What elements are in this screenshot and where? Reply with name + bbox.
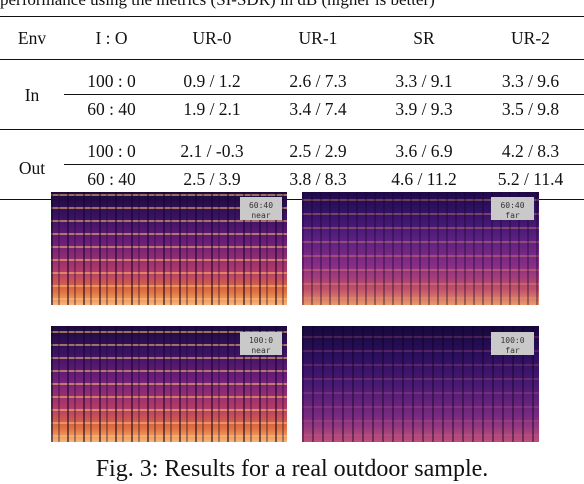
tag-ratio: 60:40	[500, 201, 525, 210]
header-ur2: UR-2	[477, 16, 584, 60]
env-cell-out: Out	[0, 129, 64, 200]
spectrogram-60-40-near: 60:40 near	[51, 192, 287, 305]
value-cell: 3.6 / 6.9	[371, 129, 477, 165]
tag-ratio: 100:0	[248, 336, 274, 345]
value-cell-bold: 1.9 / 2.1	[159, 94, 265, 130]
table-row: In 100 : 0 0.9 / 1.2 2.6 / 7.3 3.3 / 9.1…	[0, 59, 584, 130]
table-row: Out 100 : 0 2.1 / -0.3 2.5 / 2.9 3.6 / 6…	[0, 129, 584, 200]
preceding-text-line: performance using the metrics (SI-SDR) i…	[0, 0, 584, 9]
value-cell-bold: 3.4 / 7.4	[265, 94, 371, 130]
tag-distance: near	[251, 346, 271, 355]
spectrogram-tag: 100:0 near	[240, 332, 282, 355]
tag-distance: near	[251, 211, 271, 220]
value-cell: 0.9 / 1.2	[159, 59, 265, 95]
results-table: Env I : O UR-0 UR-1 SR UR-2 In 100 : 0 0…	[0, 16, 584, 200]
figure-caption: Fig. 3: Results for a real outdoor sampl…	[95, 456, 489, 482]
group-out: Out 100 : 0 2.1 / -0.3 2.5 / 2.9 3.6 / 6…	[0, 129, 584, 200]
table-header-row: Env I : O UR-0 UR-1 SR UR-2	[0, 16, 584, 60]
tag-ratio: 100:0	[500, 336, 525, 345]
env-cell-in: In	[0, 59, 64, 130]
tag-distance: far	[505, 346, 520, 355]
value-cell: 2.1 / -0.3	[159, 129, 265, 165]
value-cell: 2.5 / 2.9	[265, 129, 371, 165]
header-ratio: I : O	[64, 16, 159, 60]
group-in: In 100 : 0 0.9 / 1.2 2.6 / 7.3 3.3 / 9.1…	[0, 59, 584, 130]
spectrogram-tag: 60:40 near	[240, 197, 282, 220]
value-cell-bold: 3.5 / 9.8	[477, 94, 584, 130]
value-cell: 3.3 / 9.6	[477, 59, 584, 95]
ratio-cell: 60 : 40	[64, 94, 159, 130]
value-cell: 2.6 / 7.3	[265, 59, 371, 95]
spectrogram-100-0-near: 100:0 near	[51, 326, 287, 442]
tag-ratio: 60:40	[248, 201, 274, 210]
spectrogram-100-0-far: 100:0 far	[302, 326, 539, 442]
ratio-cell: 100 : 0	[64, 129, 159, 165]
spectrogram-60-40-far: 60:40 far	[302, 192, 539, 305]
table-row: 60 : 40 1.9 / 2.1 3.4 / 7.4 3.9 / 9.3 3.…	[0, 94, 584, 130]
header-sr: SR	[371, 16, 477, 60]
value-cell-bold: 3.9 / 9.3	[371, 94, 477, 130]
ratio-cell: 100 : 0	[64, 59, 159, 95]
spectrogram-tag: 60:40 far	[491, 197, 534, 220]
value-cell: 4.2 / 8.3	[477, 129, 584, 165]
spectrogram-tag: 100:0 far	[491, 332, 534, 355]
header-env: Env	[0, 16, 64, 60]
header-ur1: UR-1	[265, 16, 371, 60]
value-cell: 3.3 / 9.1	[371, 59, 477, 95]
header-ur0: UR-0	[159, 16, 265, 60]
tag-distance: far	[505, 211, 520, 220]
